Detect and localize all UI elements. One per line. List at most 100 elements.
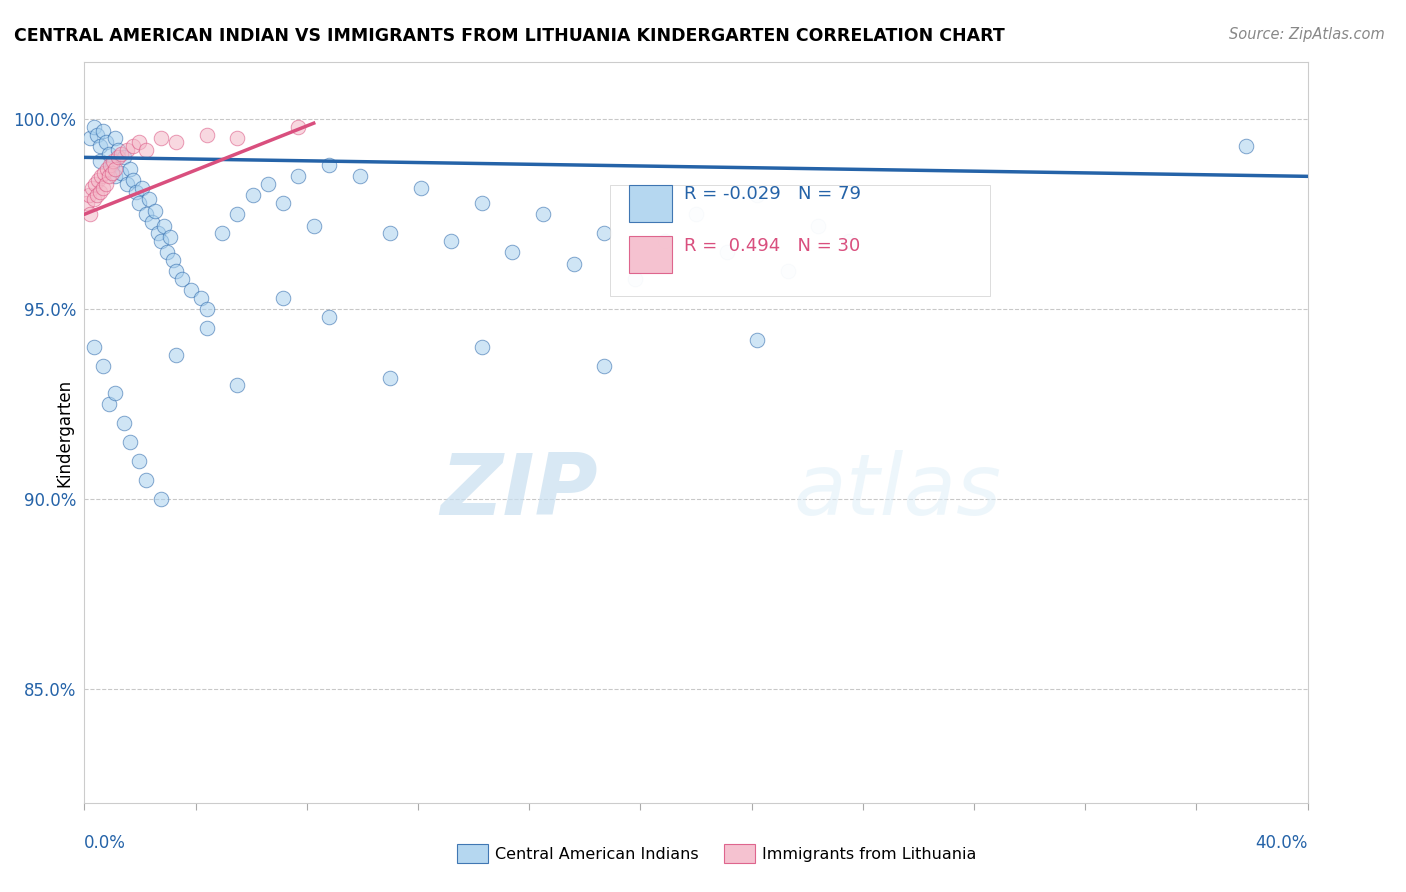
Point: [107, 143, 129, 157]
Point: [409, 180, 432, 194]
Point: [807, 219, 830, 233]
Point: [226, 131, 249, 145]
Point: [380, 227, 402, 241]
Point: [287, 120, 309, 134]
Point: [153, 219, 176, 233]
Point: [89, 154, 111, 169]
Point: [502, 245, 524, 260]
Point: [195, 321, 218, 335]
Point: [128, 454, 150, 468]
Point: [226, 378, 249, 392]
Point: [349, 169, 371, 184]
Point: [141, 215, 163, 229]
Point: [120, 435, 142, 450]
Point: [747, 333, 769, 347]
Point: [165, 348, 187, 362]
Point: [93, 165, 115, 179]
Point: [90, 169, 112, 184]
Point: [89, 139, 111, 153]
Point: [242, 188, 264, 202]
Point: [146, 227, 169, 241]
Point: [77, 188, 100, 202]
Point: [156, 245, 179, 260]
FancyBboxPatch shape: [628, 185, 672, 221]
Point: [287, 169, 309, 184]
Point: [257, 177, 280, 191]
Point: [195, 128, 218, 142]
FancyBboxPatch shape: [610, 185, 990, 295]
Point: [98, 158, 121, 172]
Point: [104, 169, 127, 184]
Point: [271, 291, 294, 305]
Point: [122, 173, 145, 187]
Point: [180, 283, 202, 297]
Point: [83, 340, 105, 354]
Point: [440, 234, 463, 248]
Point: [79, 207, 101, 221]
Point: [165, 264, 187, 278]
Point: [562, 257, 585, 271]
Point: [654, 234, 676, 248]
Point: [138, 192, 160, 206]
Point: [101, 158, 124, 172]
Point: [128, 195, 150, 210]
Point: [107, 150, 129, 164]
Point: [135, 143, 157, 157]
Text: 40.0%: 40.0%: [1256, 834, 1308, 853]
Point: [159, 230, 181, 244]
Point: [91, 124, 114, 138]
Point: [97, 146, 120, 161]
Point: [226, 207, 249, 221]
Text: CENTRAL AMERICAN INDIAN VS IMMIGRANTS FROM LITHUANIA KINDERGARTEN CORRELATION CH: CENTRAL AMERICAN INDIAN VS IMMIGRANTS FR…: [14, 27, 1005, 45]
Text: Immigrants from Lithuania: Immigrants from Lithuania: [762, 847, 976, 862]
Text: atlas: atlas: [794, 450, 1002, 533]
Point: [91, 180, 114, 194]
Point: [104, 161, 127, 176]
Point: [1236, 139, 1258, 153]
Point: [86, 188, 108, 202]
Point: [84, 177, 107, 191]
Point: [76, 195, 98, 210]
Point: [471, 195, 494, 210]
Point: [83, 192, 105, 206]
Point: [593, 227, 616, 241]
Point: [125, 185, 148, 199]
Point: [593, 359, 616, 374]
Point: [302, 219, 325, 233]
Point: [110, 165, 132, 179]
Point: [149, 491, 172, 506]
Point: [96, 161, 118, 176]
Point: [135, 207, 157, 221]
Point: [103, 154, 125, 169]
Point: [624, 272, 647, 286]
Point: [91, 359, 114, 374]
Point: [83, 120, 105, 134]
Point: [135, 473, 157, 487]
Text: R = -0.029   N = 79: R = -0.029 N = 79: [683, 186, 860, 203]
Point: [165, 135, 187, 149]
Point: [97, 397, 120, 411]
Point: [162, 252, 184, 267]
Point: [776, 264, 799, 278]
FancyBboxPatch shape: [628, 236, 672, 274]
Point: [104, 131, 127, 145]
Point: [471, 340, 494, 354]
Point: [89, 185, 111, 199]
Point: [190, 291, 212, 305]
Text: R =  0.494   N = 30: R = 0.494 N = 30: [683, 237, 860, 255]
Point: [531, 207, 554, 221]
Point: [110, 146, 132, 161]
Point: [87, 173, 110, 187]
Point: [380, 370, 402, 384]
Point: [112, 150, 135, 164]
Point: [122, 139, 145, 153]
Point: [112, 416, 135, 430]
Point: [318, 310, 340, 324]
Point: [172, 272, 194, 286]
Point: [115, 177, 138, 191]
Text: Source: ZipAtlas.com: Source: ZipAtlas.com: [1229, 27, 1385, 42]
Point: [104, 385, 127, 400]
Point: [131, 180, 153, 194]
Point: [211, 227, 233, 241]
Point: [128, 135, 150, 149]
